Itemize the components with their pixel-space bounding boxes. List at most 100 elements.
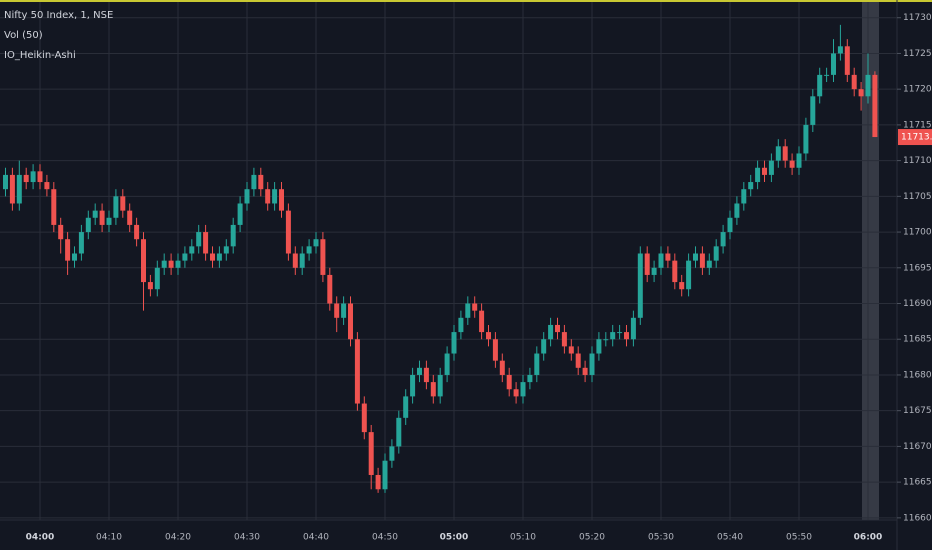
candle-body [499, 360, 505, 375]
candle-body [831, 53, 836, 75]
candle-body [327, 274, 333, 304]
candle-body [223, 246, 229, 254]
candle-body [320, 239, 326, 275]
candle-body [127, 210, 133, 225]
candle-body [617, 332, 623, 334]
candle-body [610, 332, 616, 340]
candle-body [92, 210, 98, 218]
candle-body [203, 232, 209, 254]
candle-body [106, 217, 112, 225]
candle-body [630, 317, 636, 340]
candle-body [513, 389, 519, 397]
candle-body [120, 196, 126, 211]
candle-body [230, 224, 236, 247]
candle-body [30, 171, 36, 183]
candle-body [147, 282, 153, 290]
candle-body [706, 260, 712, 268]
top-border [0, 0, 932, 2]
candle-body [686, 260, 692, 290]
candle-body [154, 267, 160, 290]
candle-body [872, 74, 878, 138]
candle-body [292, 253, 298, 268]
y-tick-label: 11730 [903, 13, 932, 23]
candle-body [9, 174, 15, 204]
candle-body [134, 224, 140, 240]
x-tick-label: 05:10 [510, 533, 536, 543]
candle-body [851, 74, 857, 90]
candle-body [341, 303, 347, 318]
candle-body [796, 153, 802, 168]
candle-body [65, 239, 71, 261]
candle-body [368, 432, 374, 475]
x-tick-label: 05:40 [717, 533, 743, 543]
candle-body [334, 303, 340, 318]
x-tick-label: 05:30 [648, 533, 674, 543]
candle-body [520, 382, 526, 397]
candle-body [720, 232, 726, 247]
candle-body [644, 253, 650, 275]
candle-body [423, 367, 429, 383]
candle-body [458, 317, 464, 333]
last-price-box [898, 129, 932, 146]
candle-body [699, 253, 705, 268]
candle-body [527, 374, 533, 383]
candle-body [782, 146, 788, 161]
candle-body [182, 253, 188, 261]
y-tick-label: 11685 [903, 335, 932, 345]
candle-body [755, 167, 761, 183]
candle-body [575, 353, 581, 368]
candle-body [844, 46, 850, 75]
y-tick-label: 11675 [903, 406, 932, 416]
candle-body [506, 374, 512, 390]
y-tick-label: 11700 [903, 228, 932, 238]
candle-body [258, 174, 264, 190]
candle-body [596, 339, 602, 354]
candle-body [603, 339, 609, 341]
x-tick-label: 04:40 [303, 533, 329, 543]
candle-body [244, 189, 250, 204]
candle-body [824, 74, 830, 76]
candle-body [285, 210, 291, 254]
y-tick-label: 11680 [903, 370, 932, 380]
y-tick-label: 11695 [903, 263, 932, 273]
candle-body [313, 239, 319, 247]
candle-body [168, 260, 174, 268]
candle-body [251, 174, 257, 190]
x-tick-label: 04:10 [96, 533, 122, 543]
candle-body [665, 253, 671, 261]
candle-body [741, 189, 747, 204]
candle-body [85, 217, 91, 233]
candle-body [437, 374, 443, 397]
candle-body [775, 146, 781, 161]
candle-body [375, 474, 381, 490]
candle-body [451, 332, 457, 354]
candle-body [78, 232, 84, 254]
candle-body [486, 332, 491, 340]
candle-body [389, 446, 395, 461]
candle-body [403, 396, 409, 418]
candle-body [748, 182, 754, 190]
candle-body [58, 224, 64, 240]
candle-body [589, 353, 595, 375]
y-tick-label: 11725 [903, 49, 932, 59]
candle-body [541, 339, 547, 354]
y-tick-label: 11665 [903, 478, 932, 488]
candle-body [354, 339, 360, 404]
candle-body [865, 74, 871, 97]
x-tick-label: 05:50 [786, 533, 812, 543]
y-tick-label: 11670 [903, 442, 932, 452]
candle-body [23, 174, 29, 183]
candle-body [637, 253, 643, 318]
candle-body [479, 310, 485, 333]
candle-body [265, 189, 271, 204]
y-tick-label: 11710 [903, 156, 932, 166]
legend-indicator: IO_Heikin-Ashi [4, 50, 76, 61]
x-tick-label: 04:00 [26, 533, 55, 543]
candle-body [396, 417, 402, 447]
candle-body [141, 239, 146, 283]
candle-body [817, 74, 823, 97]
y-tick-label: 11660 [903, 513, 932, 523]
candle-body [651, 267, 657, 275]
candle-body [216, 253, 222, 261]
